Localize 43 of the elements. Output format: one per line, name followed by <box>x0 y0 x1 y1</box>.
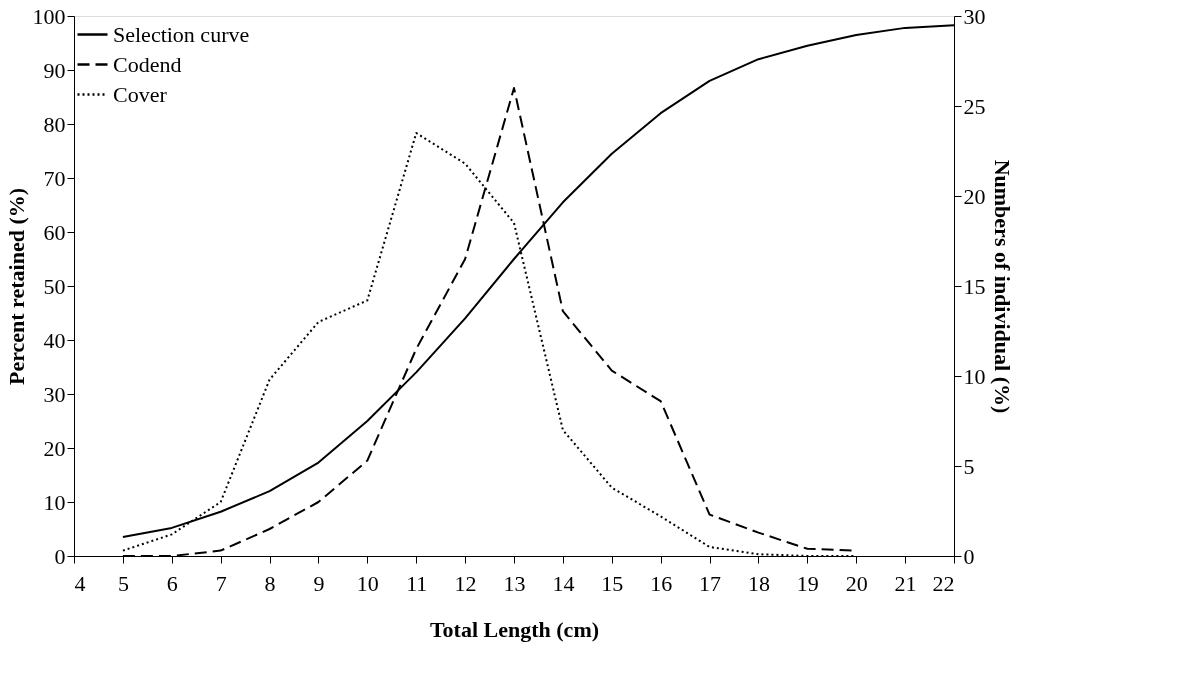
x-tick-label: 12 <box>454 570 477 596</box>
y2-tick-label: 5 <box>963 453 975 479</box>
legend-label: Cover <box>113 81 168 107</box>
x-tick-label: 7 <box>215 570 227 596</box>
y2-tick-label: 0 <box>963 543 975 569</box>
y-tick-label: 20 <box>43 435 66 461</box>
x-tick-label: 10 <box>356 570 379 596</box>
x-tick-label: 9 <box>313 570 325 596</box>
y-tick-label: 50 <box>43 273 66 299</box>
x-tick-label: 17 <box>699 570 722 596</box>
x-tick-label: 8 <box>264 570 276 596</box>
x-tick-label: 11 <box>406 570 428 596</box>
x-tick-label: 21 <box>894 570 917 596</box>
x-tick-label: 15 <box>601 570 624 596</box>
y2-tick-label: 10 <box>963 363 986 389</box>
x-tick-label: 18 <box>747 570 770 596</box>
y-tick-label: 100 <box>32 3 66 29</box>
y-tick-label: 40 <box>43 327 66 353</box>
y2-tick-label: 15 <box>963 273 986 299</box>
y-tick-label: 90 <box>43 57 66 83</box>
x-tick-label: 5 <box>117 570 129 596</box>
legend-label: Selection curve <box>113 21 250 47</box>
legend-label: Codend <box>113 51 182 77</box>
x-tick-label: 16 <box>650 570 673 596</box>
x-tick-label: 13 <box>503 570 526 596</box>
y-tick-label: 30 <box>43 381 66 407</box>
x-axis-title: Total Length (cm) <box>429 616 600 642</box>
y-axis-title: Percent retained (%) <box>3 187 29 386</box>
y-tick-label: 10 <box>43 489 66 515</box>
y-tick-label: 80 <box>43 111 66 137</box>
y-tick-label: 70 <box>43 165 66 191</box>
y2-tick-label: 25 <box>963 93 986 119</box>
y-tick-label: 0 <box>54 543 66 569</box>
x-tick-label: 6 <box>166 570 178 596</box>
y2-axis-title: Numbers of individual (%) <box>989 159 1015 414</box>
x-tick-label: 19 <box>796 570 819 596</box>
x-tick-label: 14 <box>552 570 575 596</box>
x-tick-label: 20 <box>845 570 868 596</box>
x-tick-label: 22 <box>932 570 955 596</box>
y-tick-label: 60 <box>43 219 66 245</box>
y2-tick-label: 20 <box>963 183 986 209</box>
y2-tick-label: 30 <box>963 3 986 29</box>
x-tick-label: 4 <box>74 570 86 596</box>
